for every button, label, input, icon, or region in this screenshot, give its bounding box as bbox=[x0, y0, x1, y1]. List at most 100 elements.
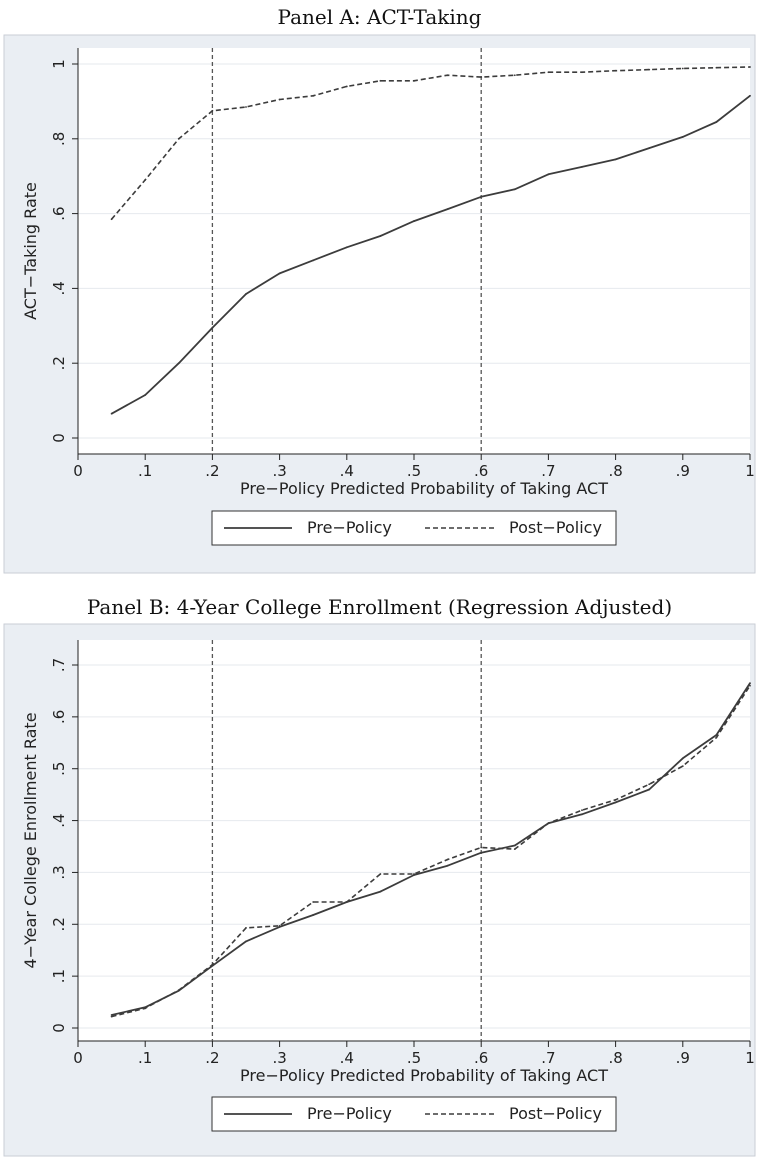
plot-area bbox=[78, 640, 750, 1041]
series-1-point-4 bbox=[245, 106, 247, 108]
x-tick-label-1: .1 bbox=[138, 1049, 152, 1067]
series-0-point-9 bbox=[413, 220, 415, 222]
series-0-point-17 bbox=[681, 136, 684, 138]
series-1-point-18 bbox=[715, 736, 718, 739]
y-tick-label-1: .2 bbox=[50, 356, 68, 370]
x-tick-label-7: .7 bbox=[541, 1049, 555, 1067]
series-line-1 bbox=[111, 685, 751, 1018]
series-0-point-5 bbox=[278, 272, 281, 275]
series-1-point-18 bbox=[715, 66, 718, 69]
series-0-point-1 bbox=[144, 394, 147, 396]
series-1-point-11 bbox=[480, 846, 483, 849]
y-tick-label-5: 1 bbox=[50, 59, 68, 69]
y-tick-label-6: .6 bbox=[50, 710, 68, 724]
series-line-0 bbox=[111, 682, 751, 1016]
x-tick-label-9: .9 bbox=[676, 1049, 690, 1067]
x-tick-label-2: .2 bbox=[205, 1049, 219, 1067]
x-tick-label-4: .4 bbox=[340, 462, 354, 480]
series-1-point-11 bbox=[480, 76, 483, 78]
x-tick-label-5: .5 bbox=[407, 462, 421, 480]
x-tick-label-1: .1 bbox=[138, 462, 152, 480]
y-tick-label-3: .3 bbox=[50, 865, 68, 879]
panel-a-title: Panel A: ACT-Taking bbox=[277, 5, 482, 29]
series-1-point-13 bbox=[547, 822, 550, 825]
series-0-point-15 bbox=[614, 158, 617, 161]
series-1-point-7 bbox=[345, 901, 348, 903]
series-0-point-4 bbox=[245, 293, 247, 295]
series-1-point-10 bbox=[446, 74, 449, 77]
series-0-point-14 bbox=[581, 165, 583, 168]
series-0-point-19 bbox=[749, 94, 751, 97]
series-1-point-2 bbox=[177, 137, 180, 140]
series-1-point-0 bbox=[110, 218, 113, 221]
series-0-point-14 bbox=[581, 813, 583, 816]
x-tick-label-3: .3 bbox=[272, 462, 286, 480]
x-tick-label-4: .4 bbox=[340, 1049, 354, 1067]
series-0-point-6 bbox=[312, 259, 315, 262]
series-1-point-10 bbox=[446, 858, 449, 861]
x-tick-label-6: .6 bbox=[474, 462, 488, 480]
series-1-point-19 bbox=[749, 684, 751, 687]
series-0-point-19 bbox=[749, 682, 751, 685]
series-1-point-8 bbox=[379, 873, 382, 875]
series-0-point-4 bbox=[245, 940, 247, 943]
x-tick-label-10: 1 bbox=[745, 462, 755, 480]
legend-label-0: Pre−Policy bbox=[307, 518, 392, 537]
series-1-point-5 bbox=[278, 98, 281, 101]
series-1-point-9 bbox=[413, 873, 415, 875]
series-1-point-14 bbox=[581, 71, 583, 74]
series-1-point-15 bbox=[614, 798, 617, 801]
series-0-point-3 bbox=[211, 326, 214, 329]
y-tick-label-4: .8 bbox=[50, 132, 68, 146]
y-tick-label-5: .5 bbox=[50, 762, 68, 776]
series-1-point-1 bbox=[144, 1007, 147, 1010]
x-tick-label-10: 1 bbox=[745, 1049, 755, 1067]
series-1-point-16 bbox=[648, 783, 651, 786]
series-0-point-0 bbox=[110, 1014, 113, 1016]
x-tick-label-0: 0 bbox=[73, 1049, 83, 1067]
series-1-point-1 bbox=[144, 179, 147, 181]
y-tick-label-0: 0 bbox=[50, 433, 68, 443]
series-0-point-15 bbox=[614, 801, 617, 804]
series-1-point-9 bbox=[413, 79, 415, 82]
series-0-point-0 bbox=[110, 412, 113, 415]
y-tick-label-4: .4 bbox=[50, 813, 68, 827]
series-1-point-8 bbox=[379, 79, 382, 82]
legend-label-1: Post−Policy bbox=[509, 518, 602, 537]
series-0-point-16 bbox=[648, 147, 651, 150]
series-0-point-12 bbox=[513, 188, 516, 191]
x-tick-label-2: .2 bbox=[205, 462, 219, 480]
series-1-point-12 bbox=[513, 848, 516, 850]
x-tick-label-5: .5 bbox=[407, 1049, 421, 1067]
plot-area bbox=[78, 48, 750, 454]
series-0-point-8 bbox=[379, 235, 382, 237]
x-tick-label-9: .9 bbox=[676, 462, 690, 480]
y-axis-title: ACT−Taking Rate bbox=[21, 182, 40, 320]
series-1-point-3 bbox=[211, 109, 214, 112]
series-0-point-12 bbox=[513, 844, 516, 847]
series-0-point-13 bbox=[547, 173, 550, 176]
x-axis-title: Pre−Policy Predicted Probability of Taki… bbox=[240, 1066, 608, 1085]
series-1-point-5 bbox=[278, 924, 281, 927]
y-tick-label-2: .2 bbox=[50, 917, 68, 931]
panel-b-chart: 0 .1 .2 .3 .4 .5 .6 .7 0 .1 .2 .3 .4 .5 .6 .7 .8 .9 1 Pre−P… bbox=[3, 623, 756, 1157]
y-tick-label-3: .6 bbox=[50, 206, 68, 220]
series-1-point-0 bbox=[110, 1015, 113, 1018]
series-line-1 bbox=[110, 66, 751, 220]
series-0-point-11 bbox=[480, 195, 483, 198]
legend-label-0: Pre−Policy bbox=[307, 1104, 392, 1123]
y-tick-label-0: 0 bbox=[50, 1023, 68, 1033]
x-tick-label-0: 0 bbox=[73, 462, 83, 480]
x-tick-label-7: .7 bbox=[541, 462, 555, 480]
series-0-point-16 bbox=[648, 788, 651, 791]
series-0-point-6 bbox=[312, 914, 315, 916]
y-tick-label-2: .4 bbox=[50, 281, 68, 295]
series-1-point-16 bbox=[648, 68, 651, 71]
series-1-point-19 bbox=[749, 66, 751, 68]
series-0-point-11 bbox=[480, 851, 483, 854]
series-line-0 bbox=[111, 95, 751, 415]
series-0-point-10 bbox=[446, 864, 449, 867]
legend-label-1: Post−Policy bbox=[509, 1104, 602, 1123]
x-tick-label-6: .6 bbox=[474, 1049, 488, 1067]
series-1-point-2 bbox=[177, 989, 180, 992]
